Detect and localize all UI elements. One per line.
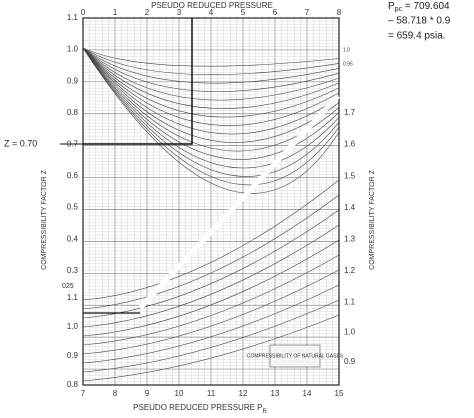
right-tick-label: 1.1 [344,298,356,307]
curve [82,47,340,169]
left-tick-label: 1.1 [67,293,79,302]
left-tick-label: 0.6 [67,171,79,180]
right-tick-label: 1.4 [344,203,356,212]
curve [82,47,340,177]
curve [82,209,340,319]
curve [82,47,340,160]
note-line: – 58.718 * 0.9 [388,16,451,27]
left-axis-title: COMPRESSIBILITY FACTOR Z [41,169,48,269]
curve [82,47,340,84]
curve [82,47,340,135]
curve [82,47,340,67]
bottom-tick-label: 8 [113,389,118,398]
bottom-tick-label: 10 [175,389,184,398]
bottom-tick-label: 15 [335,389,344,398]
bottom-tick-label: 9 [145,389,150,398]
note-line: = 659.4 psia. [388,31,446,42]
curve [82,284,340,364]
bottom-tick-label: 11 [207,389,216,398]
left-tick-label: 0.8 [67,380,79,389]
curve [82,254,340,346]
right-axis-title: COMPRESSIBILITY FACTOR Z [369,169,376,269]
top-tick-label: 8 [337,8,342,17]
curve [82,47,340,186]
top-tick-label: 5 [241,8,246,17]
left-tick-label: 0.8 [67,108,79,117]
right-tick-label: 1.2 [344,266,356,275]
bottom-tick-label: 7 [81,389,86,398]
curve [82,224,340,328]
curve [82,47,340,143]
bottom-tick-label: 13 [271,389,280,398]
curve [82,299,340,373]
grid [82,17,340,386]
left-tick-label: 0.7 [67,140,79,149]
inset-box [269,344,321,368]
top-tick-label: 7 [305,8,310,17]
top-tick-label: 1 [113,8,118,17]
reading-line [83,18,193,145]
curve [82,47,340,194]
left-tick-label: 0.3 [67,266,79,275]
curve [82,194,340,310]
bottom-axis-title: PSEUDO REDUCED PRESSURE PR [133,403,267,414]
left-mark: 025 [62,283,74,290]
right-tick-label: 1.7 [344,108,356,117]
top-tick-label: 6 [273,8,278,17]
left-tick-label: 1.0 [67,45,79,54]
curve [82,47,340,118]
curve [82,47,340,126]
curve [82,269,340,355]
right-tick-label: 1.3 [344,235,356,244]
left-tick-label: 0.4 [67,234,79,243]
right-tick-label: 0.9 [344,357,356,366]
note-line: Ppc = 709.604 [388,1,450,13]
curve [82,314,340,382]
right-tick-label: 0.95 [343,61,353,67]
annotation: Z = 0.70 [4,138,37,148]
inset-label: COMPRESSIBILITY OF NATURAL GASES [247,353,344,359]
plot-frame [82,17,340,386]
left-tick-label: 1.0 [67,322,79,331]
left-tick-label: 1.1 [67,13,79,22]
top-tick-label: 4 [209,8,214,17]
right-tick-label: 1.5 [344,171,356,180]
top-tick-label: 3 [177,8,182,17]
top-tick-label: 2 [145,8,150,17]
top-tick-label: 0 [81,8,86,17]
left-tick-label: 0.9 [67,76,79,85]
right-tick-label: 1.0 [343,47,350,53]
white-band [138,94,340,310]
curve [82,47,340,109]
left-tick-label: 0.9 [67,351,79,360]
bottom-tick-label: 12 [239,389,248,398]
right-tick-label: 1.0 [344,327,356,336]
top-axis-title: PSEUDO REDUCED PRESSURE [151,1,273,10]
curve [82,47,340,75]
right-tick-label: 1.6 [344,140,356,149]
curve [82,47,340,92]
left-tick-label: 0.5 [67,203,79,212]
curve [82,239,340,337]
bottom-tick-label: 14 [303,389,312,398]
curve [82,179,340,301]
